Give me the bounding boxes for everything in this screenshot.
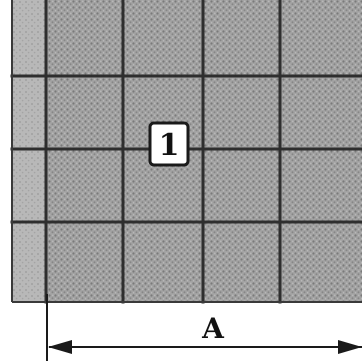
dimension-a: A [46,294,362,361]
tile-label: 1 [148,121,190,167]
dimension-arrowhead-left [48,340,72,354]
left-edge-strip [12,0,46,302]
dimension-arrowhead-right [338,340,362,354]
dimension-label: A [201,312,225,345]
tile-label-box [148,121,190,167]
tile-panel [10,0,362,304]
tile-label-text: 1 [159,128,180,163]
